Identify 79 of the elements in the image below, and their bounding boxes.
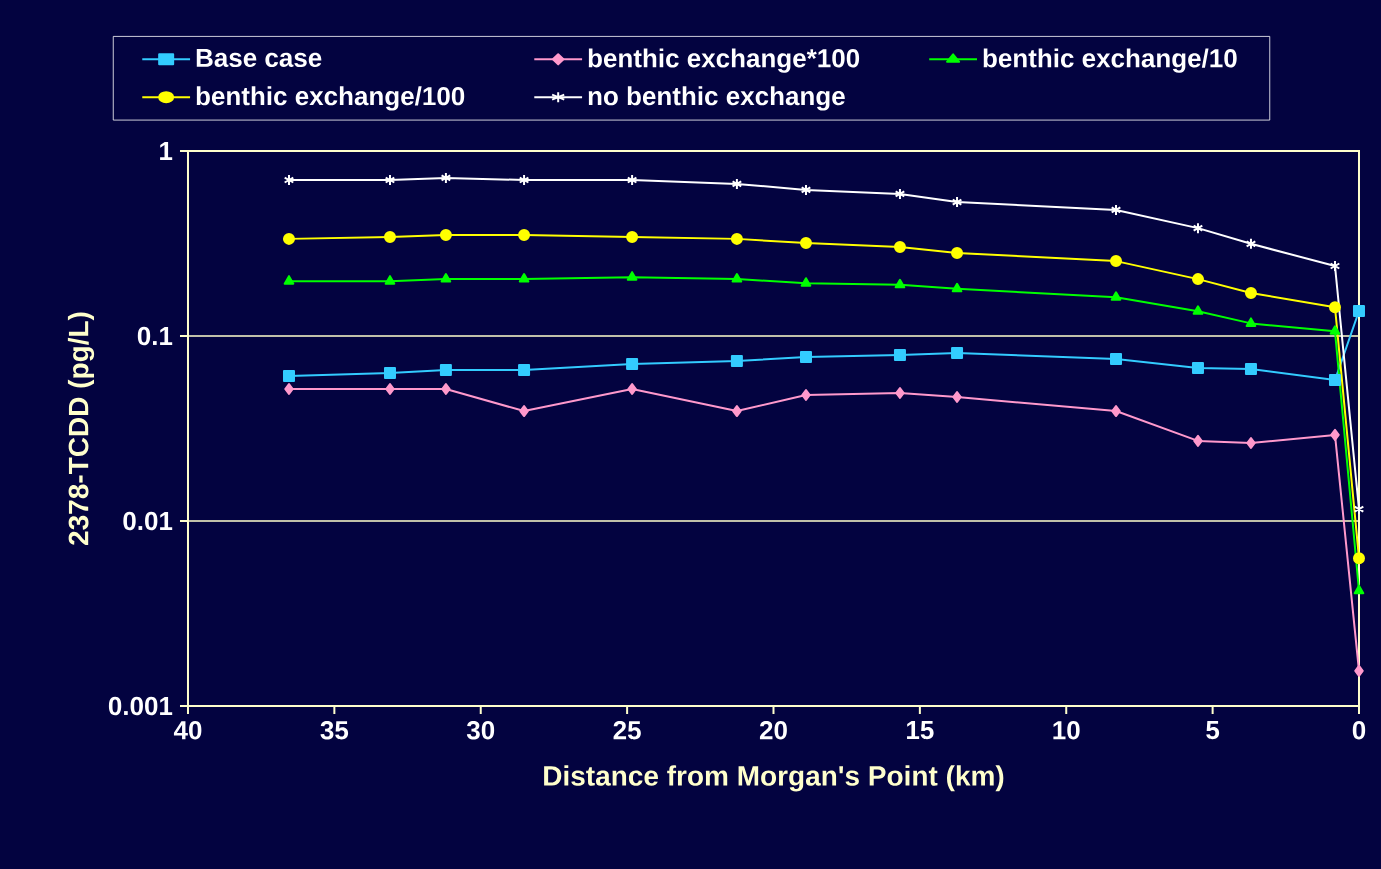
point [1191,362,1204,375]
x-tick-label: 10 [1053,721,1080,740]
y-tick-label: 0.001 [108,696,173,716]
point [1246,437,1256,450]
x-tick-label: 25 [613,721,641,740]
point [441,383,451,396]
point [799,237,812,250]
point [626,271,638,281]
x-axis-title: Distance from Morgan's Point (km) [544,765,1004,792]
point [1354,664,1364,677]
x-tick-label: 0 [1352,721,1366,740]
point [1192,305,1204,315]
point [519,405,529,418]
point [1192,222,1204,235]
point [626,230,639,243]
point [518,273,530,283]
point [518,364,531,377]
point [1329,260,1341,272]
point [1193,434,1203,447]
point [800,277,812,287]
legend-label: no benthic exchange [588,86,845,111]
point [730,355,743,368]
point [1244,363,1257,376]
point [894,278,906,289]
point [439,364,452,377]
point [518,228,531,241]
point [1191,273,1204,286]
x-tick-label: 5 [1206,721,1220,740]
point [1244,286,1257,299]
point [384,275,396,285]
point [1110,291,1122,301]
point [951,246,964,259]
point [627,383,637,396]
point [385,383,395,396]
point [731,273,743,283]
x-tick-label: 30 [466,721,495,740]
point [626,357,639,370]
point [801,388,811,401]
y-tick-label: 0.1 [137,326,173,346]
point [893,349,906,362]
point [1328,374,1341,387]
x-tick-label: 20 [759,721,787,740]
point [951,282,963,293]
point [1111,405,1121,418]
point [1352,305,1365,318]
point [1245,237,1257,250]
point [440,273,452,283]
point [799,351,812,364]
legend-label: Base case [196,48,322,68]
point [1330,428,1340,441]
y-axis-title: 2378-TCDD (pg/L) [67,312,95,545]
point [439,228,452,241]
point [1245,317,1257,327]
legend-label: benthic exchange/100 [196,86,465,111]
x-tick-label: 35 [320,721,349,740]
point [1353,584,1365,595]
point [895,386,905,399]
point [383,230,396,243]
x-tick-label: 40 [173,721,202,740]
y-tick-label: 1 [160,142,173,160]
point [383,367,396,379]
point [893,240,906,253]
point [1110,353,1123,366]
point [1328,301,1341,314]
point [732,405,742,418]
x-tick-label: 15 [907,721,934,740]
point [282,369,295,382]
legend-label: benthic exchange*100 [588,48,860,73]
point [1352,552,1365,565]
point [284,383,294,396]
point [1329,325,1341,335]
point [951,346,964,359]
point [730,232,743,245]
y-tick-label: 0.01 [123,511,173,531]
legend-label: benthic exchange/10 [983,48,1237,73]
point [282,232,295,245]
point [1110,255,1123,268]
point [283,275,295,285]
point [952,391,962,404]
